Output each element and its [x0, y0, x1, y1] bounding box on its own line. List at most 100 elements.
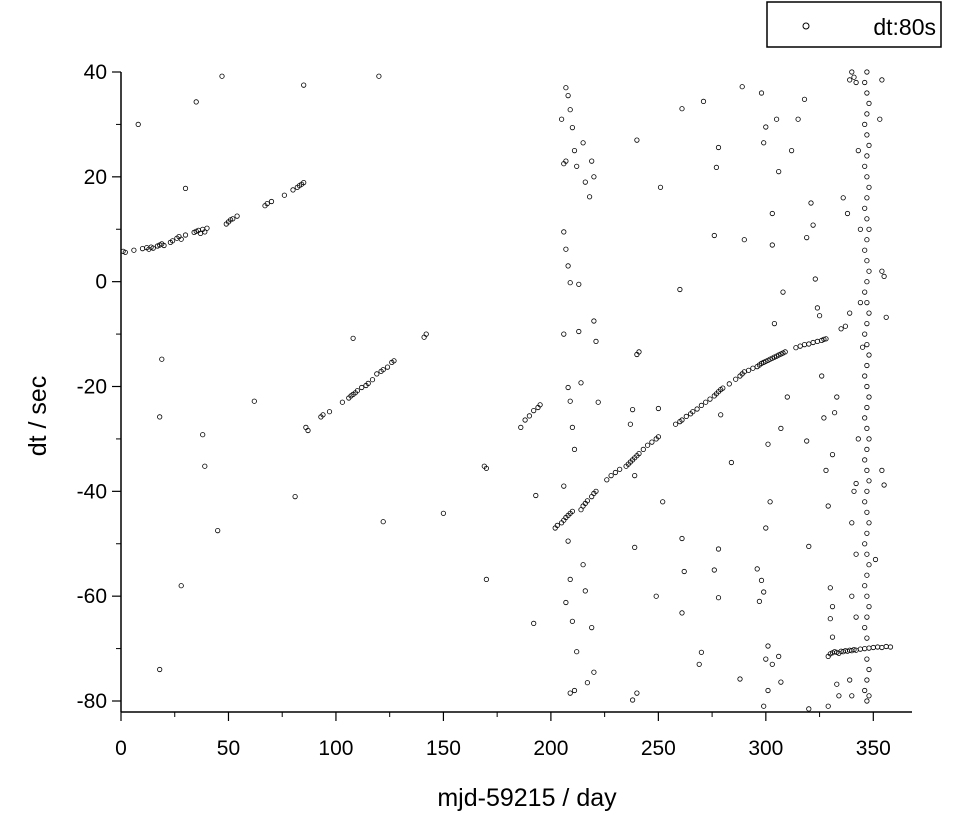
data-point	[384, 364, 391, 370]
data-point	[866, 268, 872, 274]
data-point	[864, 572, 870, 578]
data-point	[423, 331, 429, 337]
data-point	[862, 415, 868, 421]
data-point	[851, 74, 857, 80]
data-point	[595, 399, 601, 405]
data-point	[200, 432, 206, 438]
data-point	[679, 535, 685, 542]
axes	[120, 72, 912, 713]
data-point	[872, 556, 879, 563]
data-point	[862, 331, 868, 337]
data-point	[359, 384, 365, 391]
data-point	[122, 249, 128, 255]
data-point	[679, 417, 685, 423]
data-point	[569, 508, 576, 514]
data-point	[864, 383, 870, 390]
data-point	[561, 483, 567, 489]
y-tick-label: -20	[77, 376, 107, 399]
data-point	[862, 289, 868, 295]
data-point	[883, 314, 889, 320]
data-point	[567, 398, 573, 404]
data-point	[565, 93, 571, 99]
data-point	[683, 413, 689, 419]
data-point	[569, 125, 576, 131]
data-point	[864, 467, 870, 473]
data-point	[879, 467, 885, 473]
data-point	[829, 634, 836, 640]
data-point	[827, 616, 833, 622]
data-point	[842, 323, 849, 329]
data-point	[801, 96, 808, 102]
data-point	[851, 646, 857, 653]
data-point	[580, 562, 586, 568]
data-point	[657, 184, 664, 190]
data-point	[690, 409, 696, 415]
data-point	[655, 434, 662, 440]
data-point	[812, 276, 818, 282]
data-point	[612, 469, 619, 476]
data-point	[862, 121, 868, 128]
x-tick-label: 50	[217, 737, 240, 760]
data-point	[563, 158, 569, 164]
x-tick-label: 100	[318, 737, 353, 760]
data-point	[483, 465, 489, 471]
data-point	[707, 396, 713, 402]
data-point	[537, 402, 543, 408]
data-point	[810, 222, 816, 228]
data-point	[741, 237, 747, 243]
data-point	[677, 286, 683, 293]
data-point	[773, 116, 780, 122]
data-point	[636, 450, 642, 457]
data-point	[627, 421, 634, 427]
data-point	[866, 226, 872, 232]
data-point	[864, 341, 870, 348]
data-point	[649, 439, 655, 445]
x-tick-label: 250	[641, 737, 676, 760]
data-point	[561, 229, 567, 235]
data-point	[589, 493, 595, 500]
data-point	[831, 410, 838, 416]
data-point	[644, 442, 651, 448]
data-point	[776, 653, 782, 660]
data-point	[857, 646, 864, 652]
data-point	[864, 446, 870, 452]
data-point	[563, 599, 569, 606]
data-point	[290, 187, 296, 193]
data-point	[864, 614, 870, 620]
data-point	[567, 280, 573, 286]
data-point	[531, 407, 537, 414]
x-tick-label: 150	[426, 737, 461, 760]
data-point	[350, 335, 356, 341]
data-point	[268, 198, 275, 205]
data-point	[864, 174, 870, 180]
data-point	[170, 238, 176, 244]
data-point	[864, 320, 870, 327]
data-point	[819, 373, 825, 379]
data-point	[586, 194, 593, 200]
y-tick-label: 20	[84, 166, 107, 189]
data-point	[864, 677, 870, 683]
data-point	[864, 90, 870, 96]
data-point	[776, 169, 782, 175]
data-point	[571, 446, 578, 452]
data-point	[634, 690, 640, 696]
x-axis-ticks: 0 50 100 150 200 250 300 350	[115, 712, 891, 760]
x-tick-label: 200	[533, 737, 568, 760]
data-point	[593, 338, 599, 344]
data-point	[864, 404, 870, 411]
data-point	[653, 593, 659, 599]
data-point	[765, 441, 771, 447]
data-point	[571, 687, 578, 694]
data-point	[784, 394, 790, 400]
data-point	[737, 676, 743, 682]
data-point	[769, 661, 775, 667]
data-point	[728, 459, 735, 466]
data-point	[531, 620, 537, 627]
data-point	[877, 116, 883, 122]
data-point	[864, 279, 870, 285]
x-tick-label: 350	[856, 737, 891, 760]
data-point	[864, 656, 870, 662]
data-point	[533, 492, 539, 499]
data-point	[554, 522, 560, 529]
